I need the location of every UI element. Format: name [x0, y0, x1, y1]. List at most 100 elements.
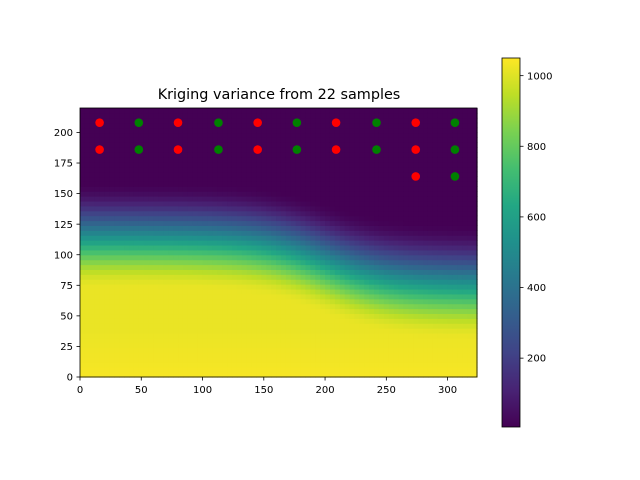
- heatmap-cell: [182, 117, 189, 124]
- heatmap-cell: [334, 225, 341, 231]
- heatmap-cell: [467, 367, 473, 373]
- heatmap-cell: [418, 313, 424, 319]
- heatmap-cell: [207, 362, 213, 368]
- heatmap-cell: [427, 156, 434, 163]
- heatmap-cell: [236, 186, 243, 192]
- heatmap-cell: [143, 357, 150, 363]
- heatmap-cell: [163, 249, 169, 256]
- heatmap-cell: [364, 220, 370, 226]
- heatmap-cell: [329, 244, 336, 251]
- heatmap-cell: [378, 284, 385, 290]
- heatmap-cell: [472, 274, 478, 280]
- heatmap-cell: [300, 156, 307, 163]
- heatmap-cell: [241, 108, 248, 114]
- heatmap-cell: [437, 240, 444, 246]
- heatmap-cell: [393, 235, 400, 241]
- heatmap-cell: [457, 288, 463, 295]
- heatmap-cell: [383, 230, 390, 236]
- heatmap-cell: [119, 249, 125, 256]
- heatmap-cell: [207, 298, 213, 305]
- heatmap-cell: [217, 293, 223, 300]
- heatmap-cell: [403, 122, 409, 129]
- heatmap-cell: [393, 298, 400, 305]
- heatmap-cell: [354, 259, 360, 266]
- heatmap-cell: [403, 220, 409, 226]
- heatmap-cell: [276, 186, 282, 192]
- heatmap-cell: [163, 196, 169, 202]
- heatmap-cell: [364, 323, 370, 329]
- heatmap-cell: [94, 166, 101, 173]
- heatmap-cell: [251, 367, 258, 373]
- heatmap-cell: [320, 205, 326, 212]
- heatmap-cell: [398, 313, 405, 319]
- heatmap-cell: [138, 205, 145, 212]
- heatmap-cell: [329, 357, 336, 363]
- heatmap-cell: [320, 112, 326, 119]
- heatmap-cell: [138, 191, 145, 197]
- heatmap-cell: [231, 337, 238, 344]
- heatmap-cell: [295, 112, 302, 119]
- heatmap-cell: [261, 205, 267, 212]
- heatmap-cell: [148, 308, 155, 315]
- heatmap-cell: [393, 259, 400, 266]
- heatmap-cell: [315, 264, 321, 270]
- heatmap-cell: [427, 318, 434, 324]
- heatmap-cell: [320, 210, 326, 217]
- heatmap-cell: [457, 117, 463, 124]
- heatmap-cell: [432, 117, 439, 124]
- heatmap-cell: [173, 288, 179, 295]
- heatmap-cell: [202, 196, 209, 202]
- heatmap-cell: [374, 171, 380, 178]
- heatmap-cell: [349, 342, 356, 349]
- heatmap-cell: [158, 303, 164, 310]
- heatmap-cell: [129, 225, 135, 231]
- heatmap-cell: [325, 332, 331, 339]
- heatmap-cell: [222, 132, 228, 138]
- heatmap-cell: [383, 235, 390, 241]
- heatmap-cell: [197, 200, 204, 207]
- heatmap-cell: [236, 244, 243, 251]
- heatmap-cell: [462, 176, 468, 182]
- heatmap-cell: [89, 171, 96, 178]
- heatmap-cell: [109, 313, 115, 319]
- heatmap-cell: [462, 142, 468, 148]
- heatmap-cell: [344, 191, 351, 197]
- heatmap-cell: [197, 303, 204, 310]
- heatmap-cell: [192, 367, 199, 373]
- heatmap-cell: [114, 372, 120, 378]
- heatmap-cell: [84, 284, 91, 290]
- heatmap-cell: [182, 254, 189, 261]
- heatmap-cell: [315, 367, 321, 373]
- sample-point: [173, 145, 183, 154]
- heatmap-cell: [472, 215, 478, 222]
- heatmap-cell: [467, 156, 473, 163]
- heatmap-cell: [266, 137, 272, 143]
- heatmap-cell: [109, 303, 115, 310]
- heatmap-cell: [261, 328, 267, 334]
- heatmap-cell: [163, 166, 169, 173]
- heatmap-cell: [94, 244, 101, 251]
- heatmap-cell: [207, 293, 213, 300]
- heatmap-cell: [320, 176, 326, 182]
- heatmap-cell: [452, 210, 458, 217]
- heatmap-cell: [339, 156, 346, 163]
- heatmap-cell: [290, 142, 297, 148]
- heatmap-cell: [427, 342, 434, 349]
- heatmap-cell: [153, 323, 160, 329]
- heatmap-cell: [285, 108, 292, 114]
- heatmap-cell: [364, 152, 370, 158]
- heatmap-cell: [231, 279, 238, 285]
- heatmap-cell: [437, 181, 444, 187]
- heatmap-cell: [369, 112, 375, 119]
- heatmap-cell: [187, 337, 194, 344]
- heatmap-cell: [354, 156, 360, 163]
- heatmap-cell: [305, 176, 311, 182]
- heatmap-cell: [114, 347, 120, 354]
- heatmap-cell: [104, 372, 111, 378]
- heatmap-cell: [222, 161, 228, 168]
- heatmap-cell: [231, 288, 238, 295]
- heatmap-cell: [241, 284, 248, 290]
- heatmap-cell: [148, 186, 155, 192]
- heatmap-cell: [437, 152, 444, 158]
- heatmap-cell: [212, 352, 218, 359]
